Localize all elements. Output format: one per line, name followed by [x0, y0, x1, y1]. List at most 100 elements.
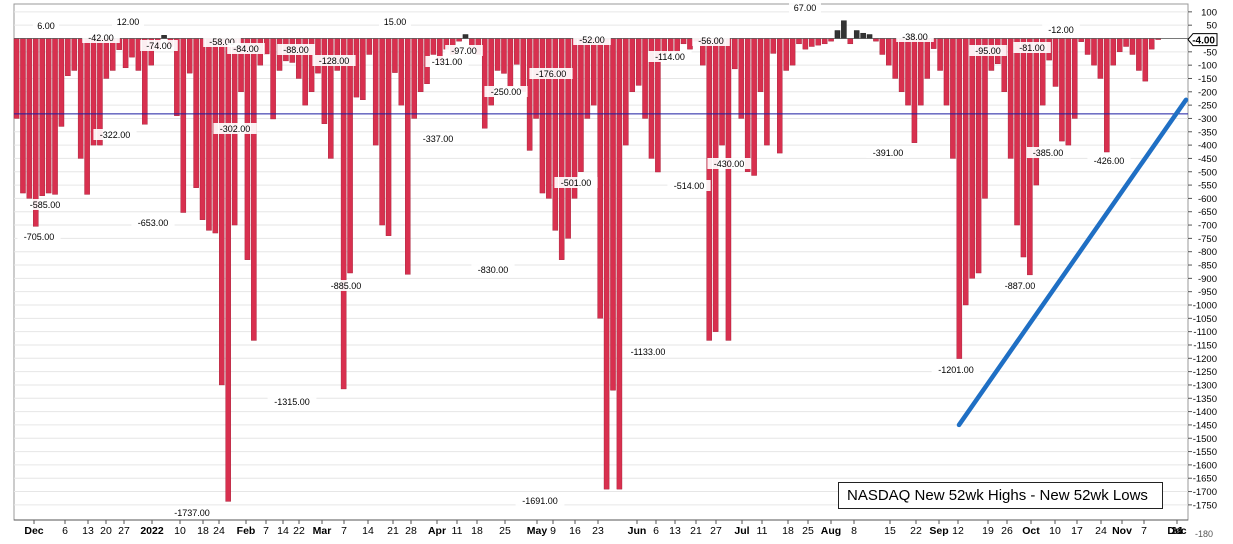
bar: [225, 38, 231, 502]
x-tick-label: 14: [277, 525, 289, 537]
y-tick-label: -100: [1198, 61, 1217, 72]
y-tick-label: -600: [1198, 194, 1217, 205]
bar: [802, 38, 809, 50]
bar: [1148, 38, 1155, 50]
x-tick-label: 6: [62, 525, 68, 537]
x-tick-label: 13: [82, 525, 94, 537]
x-tick-label: Oct: [1022, 525, 1040, 537]
bar: [26, 38, 33, 199]
data-label: -501.00: [561, 178, 592, 188]
bar: [629, 38, 636, 92]
y-tick-label: -1650: [1193, 474, 1217, 485]
data-label-bg: [23, 199, 67, 210]
data-label: -426.00: [1094, 156, 1125, 166]
data-label-bg: [667, 180, 711, 191]
bar: [385, 38, 392, 236]
x-tick-label: 16: [569, 525, 581, 537]
bar: [860, 32, 866, 39]
x-tick-label: 25: [802, 525, 814, 537]
data-label: -81.00: [1019, 43, 1045, 53]
x-tick-label: Nov: [1112, 525, 1132, 537]
bar: [757, 38, 764, 92]
x-tick-label: 24: [213, 525, 225, 537]
x-tick-label: 23: [592, 525, 604, 537]
x-tick-label: 10: [174, 525, 186, 537]
bar: [507, 38, 514, 87]
x-tick-label: 15: [884, 525, 896, 537]
bar: [180, 38, 187, 213]
x-tick-label: Dec: [24, 525, 43, 537]
bar: [142, 38, 148, 125]
bar: [789, 38, 796, 66]
bar: [616, 38, 623, 490]
bar: [462, 34, 469, 39]
bar: [347, 38, 353, 274]
x-tick-label: 7: [263, 525, 269, 537]
bar: [1078, 38, 1084, 42]
data-label: -887.00: [1005, 281, 1036, 291]
data-label: 67.00: [794, 3, 817, 13]
y-tick-label: -1450: [1193, 420, 1217, 431]
x-tick-label: 20: [100, 525, 112, 537]
x-tick-label: Feb: [237, 525, 256, 537]
bar: [109, 38, 116, 71]
bar: [340, 38, 347, 390]
x-tick-label: Jul: [734, 525, 749, 537]
bar: [982, 38, 988, 199]
data-label: -585.00: [30, 200, 61, 210]
y-tick-label: -1050: [1193, 314, 1217, 325]
chart-title-box: NASDAQ New 52wk Highs - New 52wk Lows: [838, 482, 1163, 509]
bar: [520, 38, 526, 92]
bar: [937, 38, 943, 71]
bar: [725, 38, 732, 341]
x-tick-label: 6: [653, 525, 659, 537]
x-tick-label: 18: [197, 525, 209, 537]
data-label: -830.00: [478, 265, 509, 275]
x-tick-label: May: [527, 525, 548, 537]
bar: [411, 38, 417, 119]
x-tick-label: 7: [341, 525, 347, 537]
bar: [161, 35, 167, 39]
y-tick-label: -750: [1198, 234, 1217, 245]
y-tick-label: -850: [1198, 261, 1217, 272]
data-label: 15.00: [384, 17, 407, 27]
bar: [13, 38, 20, 119]
bar: [199, 38, 206, 220]
y-tick-label: -1150: [1193, 340, 1217, 351]
bar: [58, 38, 65, 127]
y-tick-label: -1300: [1193, 380, 1217, 391]
data-label: -1315.00: [274, 397, 310, 407]
bar: [353, 38, 360, 98]
y-tick-label: -1400: [1193, 407, 1217, 418]
data-label-bg: [648, 51, 692, 62]
data-label-bg: [554, 177, 598, 188]
bar: [514, 38, 520, 65]
bar: [680, 38, 687, 45]
bar: [212, 38, 219, 234]
bar: [1084, 38, 1091, 55]
bar: [77, 38, 84, 159]
data-label-bg: [277, 44, 315, 55]
x-tick-label: Aug: [821, 525, 841, 537]
data-label: -114.00: [655, 52, 685, 62]
bar: [219, 38, 225, 386]
y-tick-label: -400: [1198, 141, 1217, 152]
data-label: -430.00: [714, 159, 745, 169]
x-tick-label: 21: [1171, 525, 1183, 537]
x-tick-label: 17: [1071, 525, 1083, 537]
y-tick-label: -200: [1198, 87, 1217, 98]
bar: [1104, 38, 1110, 153]
bar: [732, 38, 738, 70]
data-label-bg: [707, 158, 751, 169]
x-tick-label: 21: [690, 525, 702, 537]
bar: [20, 38, 26, 194]
bar: [251, 38, 257, 341]
x-tick-label: 12: [952, 525, 964, 537]
bar: [398, 38, 405, 106]
bar: [33, 38, 39, 227]
bar: [501, 38, 507, 74]
data-label: -12.00: [1048, 25, 1074, 35]
y-tick-label: 50: [1206, 21, 1217, 32]
bar: [366, 38, 373, 55]
